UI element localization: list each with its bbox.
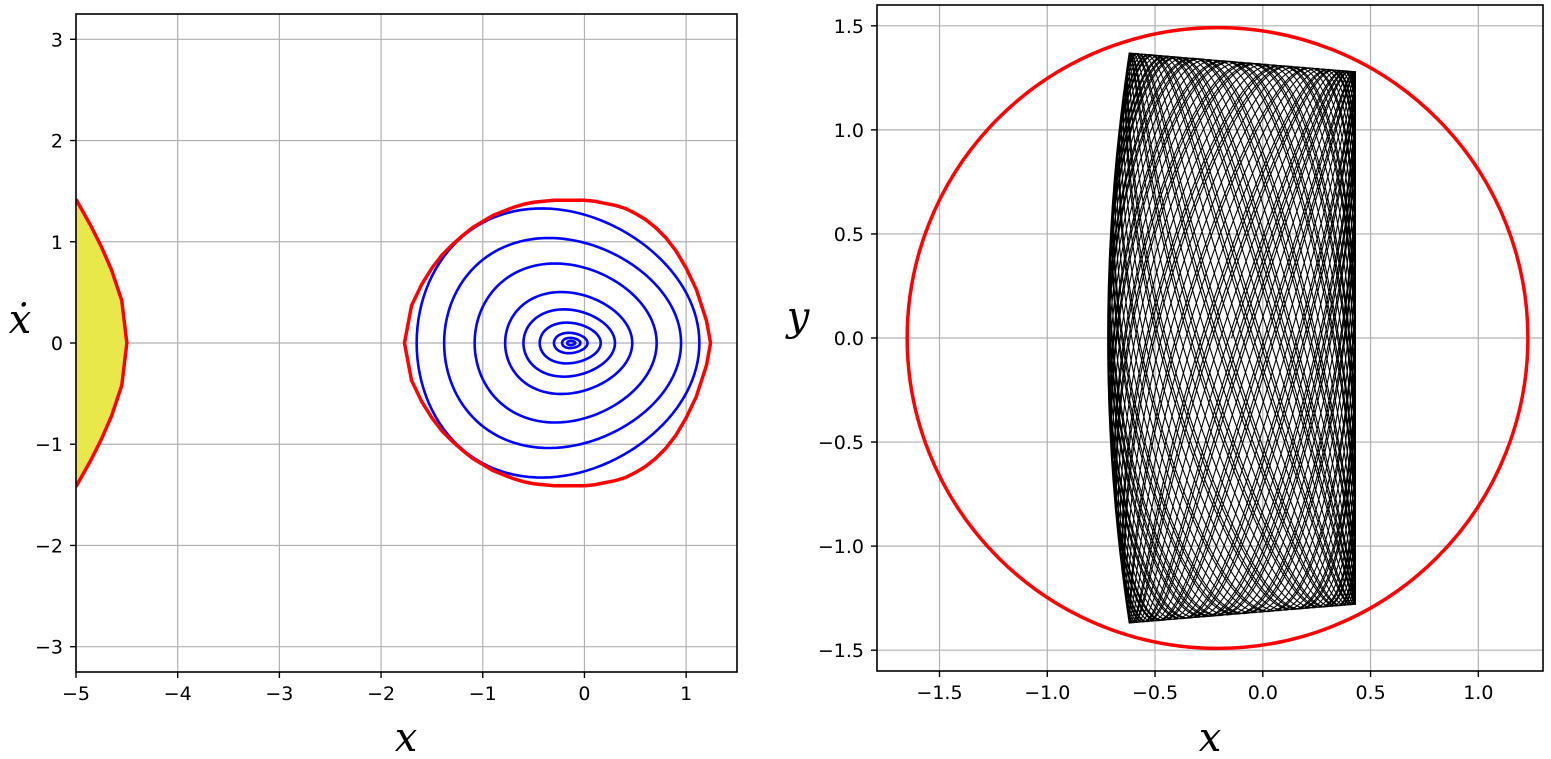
y-axis-label: y <box>785 294 811 340</box>
y-tick-label: 1.5 <box>834 16 864 38</box>
closed-orbits <box>415 207 701 479</box>
phase-portrait-panel: −5 −4 −3 −2 −1 0 1 −3 −2 −1 0 1 2 3 x ẋ <box>9 13 738 759</box>
closed-orbit <box>552 331 589 355</box>
x-tick-label: −4 <box>164 683 192 705</box>
ticks: −1.5 −1.0 −0.5 0.0 0.5 1.0 −1.5 −1.0 −0.5 0.0 0.5 1… <box>818 16 1494 704</box>
x-tick-label: −5 <box>62 683 90 705</box>
grid <box>75 14 737 672</box>
ticks: −5 −4 −3 −2 −1 0 1 −3 −2 −1 0 1 2 3 <box>35 29 692 705</box>
x-tick-label: −1.0 <box>1024 682 1070 704</box>
y-axis-label: ẋ <box>9 297 32 343</box>
x-tick-label: −1 <box>469 683 497 705</box>
y-tick-label: −1.5 <box>818 640 864 662</box>
x-tick-label: 0 <box>578 683 590 705</box>
closed-orbit <box>538 321 603 365</box>
closed-orbit <box>522 308 617 378</box>
closed-orbit <box>442 236 683 450</box>
trajectory <box>1107 52 1357 624</box>
x-tick-label: −1.5 <box>916 682 962 704</box>
y-tick-label: 2 <box>51 131 63 153</box>
y-tick-label: 1.0 <box>834 120 864 142</box>
closed-orbit <box>415 207 701 479</box>
closed-orbit <box>473 262 658 424</box>
x-tick-label: 0.0 <box>1248 682 1278 704</box>
y-tick-label: −2 <box>35 535 63 557</box>
y-tick-label: 3 <box>51 29 63 51</box>
y-tick-label: −1.0 <box>818 536 864 558</box>
x-tick-label: −3 <box>265 683 293 705</box>
closed-orbit <box>560 336 582 350</box>
y-tick-label: 0.0 <box>834 328 864 350</box>
x-tick-label: −2 <box>367 683 395 705</box>
closed-orbit <box>565 339 577 347</box>
escape-region-fill <box>76 199 127 487</box>
x-tick-label: −0.5 <box>1132 682 1178 704</box>
escape-region-boundary <box>76 198 129 488</box>
y-tick-label: −0.5 <box>818 432 864 454</box>
x-axis-label: x <box>1199 715 1222 759</box>
y-tick-label: 0.5 <box>834 224 864 246</box>
x-tick-label: 1 <box>680 683 692 705</box>
x-tick-label: 1.0 <box>1463 682 1493 704</box>
x-tick-label: 0.5 <box>1355 682 1385 704</box>
y-tick-label: −1 <box>35 434 63 456</box>
trajectory-panel: −1.5 −1.0 −0.5 0.0 0.5 1.0 −1.5 −1.0 −0.5 0.0 0.5 1… <box>785 4 1544 759</box>
y-tick-label: 1 <box>51 232 63 254</box>
closed-orbit <box>503 290 634 396</box>
x-axis-label: x <box>395 715 418 759</box>
separatrix-curve <box>402 198 713 488</box>
y-tick-label: 0 <box>51 333 63 355</box>
y-tick-label: −3 <box>35 637 63 659</box>
boundary-circle <box>905 25 1530 651</box>
